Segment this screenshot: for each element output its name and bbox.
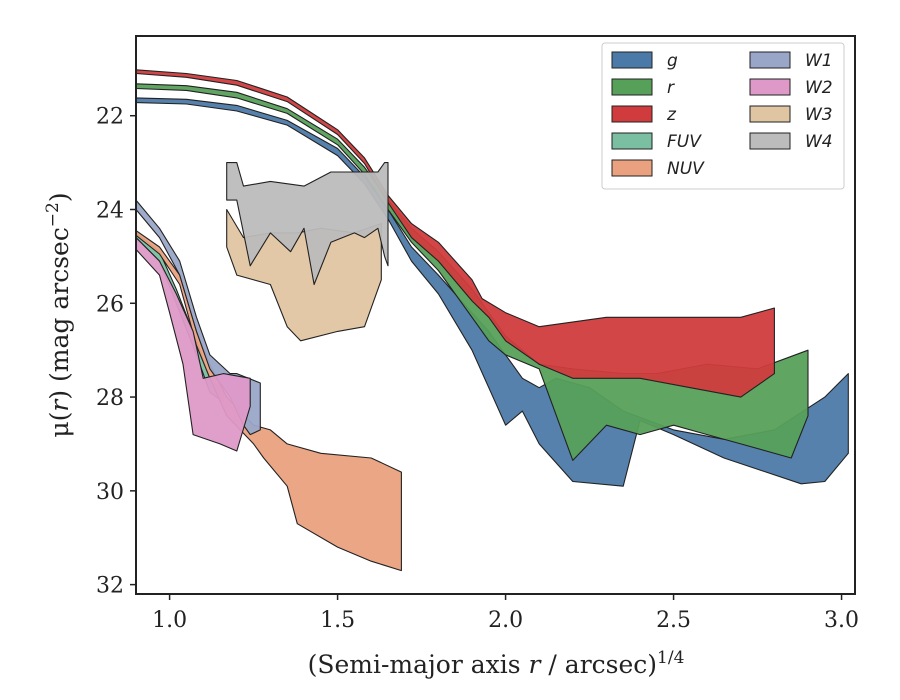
y-tick-label: 24	[96, 198, 124, 223]
x-tick-label: 1.5	[320, 608, 355, 633]
legend-label-z: z	[666, 105, 677, 125]
series-band-z	[136, 69, 775, 398]
x-tick-label: 2.5	[656, 608, 691, 633]
y-tick-label: 22	[96, 105, 124, 130]
legend-label-w1: W1	[805, 51, 833, 71]
legend: grz FUV NUV W1 W2 W3 W4	[601, 42, 845, 190]
series-band-w4	[226, 162, 389, 286]
x-tick-label: 2.0	[488, 608, 523, 633]
legend-swatch-w4	[749, 132, 791, 150]
x-axis: 1.0 1.5 2.0 2.5 3.0	[152, 594, 859, 633]
y-axis-label: μ(r) (mag arcsec−2)	[43, 192, 74, 437]
legend-swatch-w3	[749, 105, 791, 123]
y-tick-label: 26	[96, 292, 124, 317]
legend-swatch-g	[611, 51, 653, 69]
legend-label-g: g	[667, 51, 678, 71]
y-tick-label: 30	[96, 480, 124, 505]
x-tick-label: 3.0	[824, 608, 859, 633]
legend-label-nuv: NUV	[667, 159, 705, 179]
y-tick-label: 28	[96, 386, 124, 411]
legend-swatch-fuv	[611, 132, 653, 150]
legend-swatch-r	[611, 78, 653, 96]
plot-frame	[135, 35, 856, 595]
series-layer	[136, 69, 849, 572]
legend-label-w3: W3	[805, 105, 833, 125]
legend-swatch-w2	[749, 78, 791, 96]
y-axis: 22 24 26 28 30 32	[96, 105, 136, 599]
legend-swatch-nuv	[611, 159, 653, 177]
legend-swatch-w1	[749, 51, 791, 69]
legend-label-fuv: FUV	[667, 132, 702, 152]
legend-swatch-z	[611, 105, 653, 123]
x-tick-label: 1.0	[152, 608, 187, 633]
legend-label-w4: W4	[805, 132, 833, 152]
legend-label-w2: W2	[805, 78, 833, 98]
y-tick-label: 32	[96, 574, 124, 599]
x-axis-label: (Semi-major axis r / arcsec)1/4	[308, 648, 685, 679]
series-band-w2	[136, 237, 251, 452]
legend-label-r: r	[667, 78, 675, 98]
